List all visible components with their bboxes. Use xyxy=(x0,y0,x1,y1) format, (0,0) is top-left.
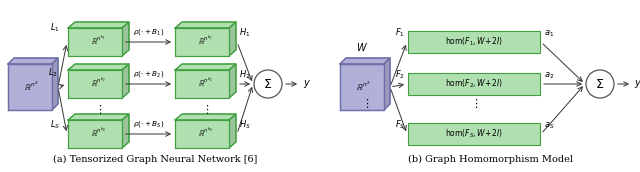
Text: $\vdots$: $\vdots$ xyxy=(95,103,102,116)
Text: $\rho(\cdot+B_S)$: $\rho(\cdot+B_S)$ xyxy=(133,119,164,129)
Text: $H_1$: $H_1$ xyxy=(239,26,250,39)
Polygon shape xyxy=(340,64,384,110)
Text: $\Sigma$: $\Sigma$ xyxy=(264,78,273,90)
Circle shape xyxy=(254,70,282,98)
Text: $\Sigma$: $\Sigma$ xyxy=(595,78,605,90)
Bar xyxy=(408,31,540,53)
Polygon shape xyxy=(68,64,129,70)
Text: $\vdots$: $\vdots$ xyxy=(361,98,369,110)
Polygon shape xyxy=(175,22,236,28)
Polygon shape xyxy=(175,70,229,98)
Text: $\mathbb{R}^{n^{k_1}}$: $\mathbb{R}^{n^{k_1}}$ xyxy=(91,33,106,47)
Polygon shape xyxy=(122,22,129,56)
Text: $\mathbb{R}^{n^{k_S}}$: $\mathbb{R}^{n^{k_S}}$ xyxy=(91,125,106,139)
Text: $L_S$: $L_S$ xyxy=(50,119,60,131)
Text: $a_S$: $a_S$ xyxy=(544,121,555,131)
Polygon shape xyxy=(122,64,129,98)
Polygon shape xyxy=(175,28,229,56)
Text: $\mathbb{R}^{n^{k_2}}$: $\mathbb{R}^{n^{k_2}}$ xyxy=(91,75,106,89)
Text: $F_S$: $F_S$ xyxy=(395,119,405,131)
Text: $\mathbb{R}^{n^{k_1}}$: $\mathbb{R}^{n^{k_1}}$ xyxy=(198,33,213,47)
Text: $\mathbb{R}^{n^{k_S}}$: $\mathbb{R}^{n^{k_S}}$ xyxy=(198,125,213,139)
Polygon shape xyxy=(229,114,236,148)
Text: $\mathrm{hom}(F_2, W\!+\!2I)$: $\mathrm{hom}(F_2, W\!+\!2I)$ xyxy=(445,78,503,90)
Polygon shape xyxy=(384,58,390,110)
Text: $\rho(\cdot+B_1)$: $\rho(\cdot+B_1)$ xyxy=(133,27,164,37)
Text: $\mathbb{R}^{n^2}$: $\mathbb{R}^{n^2}$ xyxy=(24,79,38,93)
Polygon shape xyxy=(229,22,236,56)
Text: (b) Graph Homomorphism Model: (b) Graph Homomorphism Model xyxy=(408,155,573,164)
Polygon shape xyxy=(229,64,236,98)
Text: $\vdots$: $\vdots$ xyxy=(470,98,478,110)
Text: $a_1$: $a_1$ xyxy=(544,29,554,39)
Polygon shape xyxy=(175,64,236,70)
Polygon shape xyxy=(8,64,52,110)
Text: $\mathbb{R}^{n^2}$: $\mathbb{R}^{n^2}$ xyxy=(356,79,371,93)
Text: $L_1$: $L_1$ xyxy=(50,22,60,34)
Text: $\vdots$: $\vdots$ xyxy=(202,103,209,116)
Polygon shape xyxy=(122,114,129,148)
Text: $y$: $y$ xyxy=(303,78,311,90)
Text: $\mathrm{hom}(F_1, W\!+\!2I)$: $\mathrm{hom}(F_1, W\!+\!2I)$ xyxy=(445,36,503,48)
Text: $y$: $y$ xyxy=(634,78,640,90)
Polygon shape xyxy=(68,70,122,98)
Text: $\mathbb{R}^{n^{k_2}}$: $\mathbb{R}^{n^{k_2}}$ xyxy=(198,75,213,89)
Text: $H_2$: $H_2$ xyxy=(239,68,250,81)
Bar xyxy=(408,73,540,95)
Polygon shape xyxy=(340,58,390,64)
Text: $H_S$: $H_S$ xyxy=(239,119,251,131)
Polygon shape xyxy=(175,120,229,148)
Circle shape xyxy=(586,70,614,98)
Text: (a) Tensorized Graph Neural Network [6]: (a) Tensorized Graph Neural Network [6] xyxy=(53,155,257,164)
Text: $a_2$: $a_2$ xyxy=(544,71,554,81)
Polygon shape xyxy=(68,120,122,148)
Polygon shape xyxy=(68,114,129,120)
Text: $\mathrm{hom}(F_S, W\!+\!2I)$: $\mathrm{hom}(F_S, W\!+\!2I)$ xyxy=(445,128,503,140)
Polygon shape xyxy=(68,22,129,28)
Polygon shape xyxy=(68,28,122,56)
Polygon shape xyxy=(52,58,58,110)
Text: $F_2$: $F_2$ xyxy=(395,68,405,81)
Text: $F_1$: $F_1$ xyxy=(395,26,405,39)
Text: $L_2$: $L_2$ xyxy=(48,67,58,79)
Text: $\rho(\cdot+B_2)$: $\rho(\cdot+B_2)$ xyxy=(133,69,164,79)
Bar xyxy=(408,123,540,145)
Text: $W$: $W$ xyxy=(356,41,368,53)
Polygon shape xyxy=(175,114,236,120)
Polygon shape xyxy=(8,58,58,64)
